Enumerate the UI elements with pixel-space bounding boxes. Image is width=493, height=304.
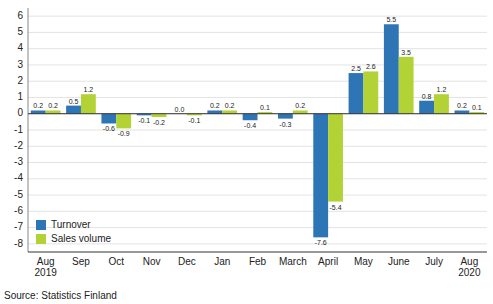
bar [278,114,293,119]
x-tick-label: March [279,256,307,267]
data-label: 0.2 [295,102,305,109]
y-tick-label: 6 [17,10,23,21]
data-label: -0.2 [153,119,165,126]
y-tick-label: -6 [14,205,23,216]
y-tick-label: 1 [17,91,23,102]
bar [101,114,116,124]
y-tick-label: -8 [14,238,23,249]
series [46,57,485,202]
y-tick-label: 2 [17,75,23,86]
y-tick-label: -3 [14,156,23,167]
grid-line [28,32,487,33]
x-tick-label: Aug2020 [458,256,481,278]
data-label: 0.1 [472,104,482,111]
grid-line [28,64,487,65]
x-tick-label: June [388,256,410,267]
data-label: 0.2 [210,102,220,109]
data-label: 0.2 [457,102,467,109]
data-label: -0.6 [103,125,115,132]
grid-line [28,178,487,179]
data-label: 1.2 [84,86,94,93]
bar [399,57,414,114]
grid-line [28,97,487,98]
chart: -8 -7 -6 -5 -4 -3 -2 -1 0 1 2 3 4 5 6 Aug2019 Sep Oct Nov D… [0,0,493,304]
bar [81,94,96,114]
x-tick-label: Feb [249,256,267,267]
zero-line [28,113,487,114]
data-label: -0.4 [244,122,256,129]
grid [28,16,487,244]
y-axis: -8 -7 -6 -5 -4 -3 -2 -1 0 1 2 3 4 5 6 [14,8,28,252]
bar [328,114,343,202]
data-label: 2.5 [351,65,361,72]
x-axis: Aug2019 Sep Oct Nov Dec Jan Feb March April May Ju… [28,252,487,278]
data-label: -0.1 [188,117,200,124]
y-tick-label: -1 [14,124,23,135]
legend-label: Sales volume [51,233,111,244]
grid-line [28,81,487,82]
y-tick-label: 0 [17,107,23,118]
x-axis-line [28,252,487,253]
grid-line [28,146,487,147]
y-tick-label: -2 [14,140,23,151]
x-tick-label: Nov [143,256,161,267]
legend-swatch [36,220,46,230]
bar [363,71,378,113]
bar [384,24,399,113]
bar [349,73,364,114]
bar [243,114,258,121]
x-tick-label: July [425,256,443,267]
y-tick-label: 5 [17,26,23,37]
data-label: -7.6 [315,239,327,246]
legend-swatch [36,234,46,244]
grid-line [28,16,487,17]
y-tick-label: -5 [14,189,23,200]
bars [31,24,484,237]
data-label: 0.5 [69,98,79,105]
legend: Turnover Sales volume [36,219,111,244]
data-label: -0.9 [118,130,130,137]
x-tick-label: Jan [214,256,230,267]
y-axis-line [28,8,29,252]
data-label: 0.0 [175,106,185,113]
data-label: -0.3 [279,121,291,128]
legend-label: Turnover [51,219,91,230]
x-tick-label: Aug2019 [35,256,58,278]
bar [116,114,131,129]
data-label: -5.4 [329,204,341,211]
data-label: 0.2 [48,102,58,109]
x-tick-label: Dec [178,256,196,267]
y-tick-label: -7 [14,221,23,232]
bar [419,101,434,114]
x-tick-label: May [354,256,373,267]
series [31,24,470,237]
grid-line [28,113,487,114]
data-label: 1.2 [437,86,447,93]
data-label: 0.8 [422,93,432,100]
bar [313,114,328,238]
source-note: Source: Statistics Finland [4,290,117,301]
bar [66,106,81,114]
grid-line [28,130,487,131]
y-tick-label: 3 [17,59,23,70]
data-labels: 0.20.5-0.6-0.10.00.2-0.4-0.3-7.62.55.50.… [33,16,481,246]
grid-line [28,195,487,196]
grid-line [28,162,487,163]
x-tick-label: April [318,256,338,267]
data-label: 0.1 [260,104,270,111]
y-tick-label: -4 [14,172,23,183]
y-tick-label: 4 [17,42,23,53]
x-tick-label: Sep [72,256,90,267]
grid-line [28,227,487,228]
data-label: 3.5 [401,49,411,56]
data-label: 5.5 [386,16,396,23]
data-label: 2.6 [366,63,376,70]
grid-line [28,48,487,49]
data-label: 0.2 [33,102,43,109]
data-label: 0.2 [225,102,235,109]
data-label: -0.1 [138,117,150,124]
x-tick-label: Oct [108,256,124,267]
grid-line [28,211,487,212]
bar [434,94,449,114]
